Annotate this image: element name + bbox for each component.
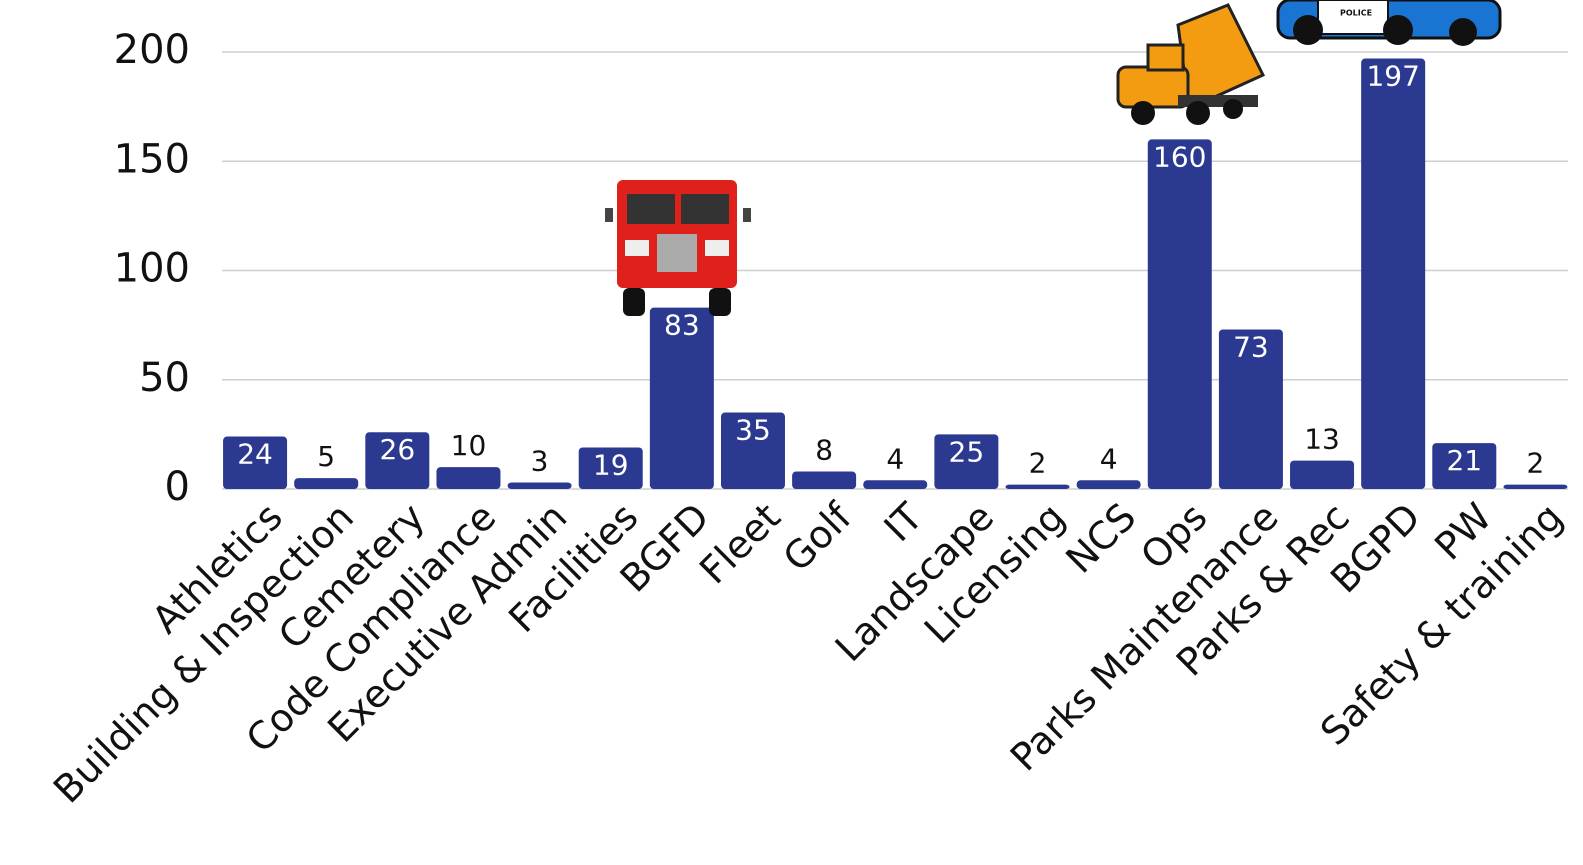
value-label: 10: [451, 429, 487, 462]
y-tick-label: 50: [139, 355, 190, 401]
x-tick-label: Fleet: [691, 495, 789, 593]
police-text: POLICE: [1340, 9, 1372, 18]
value-label: 8: [815, 434, 833, 467]
value-label: 26: [380, 433, 416, 466]
value-label: 197: [1366, 60, 1419, 93]
bar: [1361, 59, 1425, 489]
fire-truck-icon: [605, 180, 751, 316]
value-label: 2: [1029, 447, 1047, 480]
value-label: 13: [1304, 423, 1340, 456]
bar: [863, 480, 927, 489]
y-tick-label: 0: [165, 464, 190, 510]
value-label: 4: [886, 442, 904, 475]
value-label: 24: [237, 438, 273, 471]
bar: [1503, 485, 1567, 489]
value-label: 21: [1446, 444, 1482, 477]
value-label: 19: [593, 448, 629, 481]
bar: [1077, 480, 1141, 489]
y-tick-label: 100: [114, 246, 190, 292]
bar: [294, 478, 358, 489]
value-label: 83: [664, 309, 700, 342]
bar: [436, 467, 500, 489]
y-tick-label: 200: [114, 27, 190, 73]
police-car-icon: POLICE: [1278, 0, 1500, 46]
bar: [792, 472, 856, 489]
y-tick-label: 150: [114, 136, 190, 182]
x-tick-label: Golf: [775, 494, 861, 580]
bar: [1148, 139, 1212, 489]
value-label: 160: [1153, 140, 1206, 173]
value-label: 3: [531, 444, 549, 477]
bar: [1290, 461, 1354, 489]
value-label: 25: [949, 435, 985, 468]
bar: [1006, 485, 1070, 489]
dump-truck-icon: [1118, 5, 1263, 125]
value-label: 4: [1100, 442, 1118, 475]
bar: [508, 482, 572, 489]
chart: 050100150200Athletics24Building & Inspec…: [0, 0, 1583, 865]
x-tick-label: NCS: [1057, 495, 1144, 582]
value-label: 73: [1233, 330, 1269, 363]
value-label: 5: [317, 440, 335, 473]
value-label: 2: [1527, 447, 1545, 480]
value-label: 35: [735, 414, 771, 447]
